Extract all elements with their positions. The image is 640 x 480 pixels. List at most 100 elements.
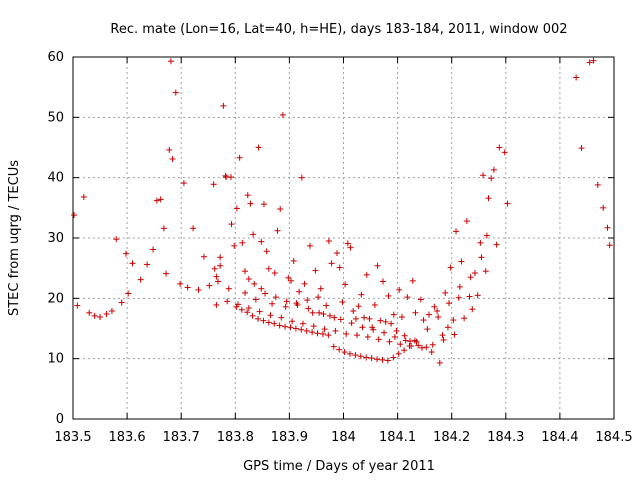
data-point (244, 309, 251, 316)
data-point (412, 309, 419, 316)
data-point (222, 172, 229, 179)
data-point (573, 74, 580, 81)
data-point (404, 294, 411, 301)
data-point (395, 350, 402, 357)
data-point (386, 338, 393, 345)
data-point (363, 354, 370, 361)
data-point (276, 322, 283, 329)
data-point (390, 311, 397, 318)
data-point (80, 193, 87, 200)
data-point (368, 355, 375, 362)
data-point (478, 254, 485, 261)
data-point (444, 324, 451, 331)
data-point (409, 277, 416, 284)
data-point (224, 298, 231, 305)
data-point (413, 338, 420, 345)
data-point (282, 323, 289, 330)
data-point (379, 278, 386, 285)
data-point (220, 102, 227, 109)
data-point (123, 250, 130, 257)
data-point (423, 344, 430, 351)
data-point (277, 206, 284, 213)
data-point (344, 240, 351, 247)
data-point (600, 204, 607, 211)
y-tick-label: 60 (47, 50, 64, 65)
data-point (298, 326, 305, 333)
x-tick-label: 184.1 (379, 430, 416, 445)
x-tick-label: 183.7 (163, 430, 200, 445)
data-point (272, 294, 279, 301)
data-point (359, 324, 366, 331)
data-point (282, 303, 289, 310)
data-point (578, 145, 585, 152)
data-point (150, 246, 157, 253)
data-point (391, 333, 398, 340)
data-point (301, 280, 308, 287)
data-point (466, 293, 473, 300)
data-point (97, 314, 104, 321)
data-point (210, 181, 217, 188)
data-point (496, 144, 503, 151)
data-point (258, 238, 265, 245)
data-point (420, 317, 427, 324)
data-point (320, 311, 327, 318)
data-point (195, 286, 202, 293)
y-tick-label: 50 (47, 110, 64, 125)
data-point (326, 312, 333, 319)
x-axis-label: GPS time / Days of year 2011 (243, 459, 435, 474)
data-point (332, 327, 339, 334)
data-point (490, 166, 497, 173)
data-point (278, 314, 285, 321)
data-point (166, 146, 173, 153)
data-point (310, 323, 317, 330)
data-point (258, 285, 265, 292)
y-tick-label: 30 (47, 231, 64, 246)
data-point (347, 244, 354, 251)
data-point (317, 285, 324, 292)
data-point (474, 292, 481, 299)
data-point (463, 218, 470, 225)
data-point (225, 285, 232, 292)
data-point (382, 318, 389, 325)
data-point (249, 312, 256, 319)
data-point (401, 332, 408, 339)
data-point (458, 258, 465, 265)
data-point (461, 315, 468, 322)
data-point (336, 264, 343, 271)
x-tick-label: 183.9 (271, 430, 308, 445)
data-point (453, 228, 460, 235)
data-point (408, 342, 415, 349)
data-point (346, 350, 353, 357)
data-point (239, 239, 246, 246)
data-point (103, 311, 110, 318)
data-point (292, 325, 299, 332)
x-tick-label: 183.8 (217, 430, 254, 445)
data-point (402, 337, 409, 344)
data-point (252, 296, 259, 303)
data-point (206, 282, 213, 289)
data-point (488, 175, 495, 182)
x-tick-label: 183.5 (54, 430, 91, 445)
data-point (255, 315, 262, 322)
data-point (429, 341, 436, 348)
data-point (471, 269, 478, 276)
y-tick-label: 0 (56, 412, 64, 427)
data-point (314, 330, 321, 337)
data-point (184, 284, 191, 291)
data-point (217, 254, 224, 261)
data-point (303, 327, 310, 334)
data-point (294, 301, 301, 308)
data-point (256, 308, 263, 315)
data-point (485, 195, 492, 202)
data-point (163, 270, 170, 277)
data-point (377, 317, 384, 324)
data-point (363, 271, 370, 278)
data-point (398, 314, 405, 321)
data-point (247, 200, 254, 207)
data-point (262, 290, 269, 297)
data-point (361, 314, 368, 321)
data-point (374, 356, 381, 363)
data-point (447, 264, 454, 271)
data-point (385, 292, 392, 299)
data-point (445, 300, 452, 307)
